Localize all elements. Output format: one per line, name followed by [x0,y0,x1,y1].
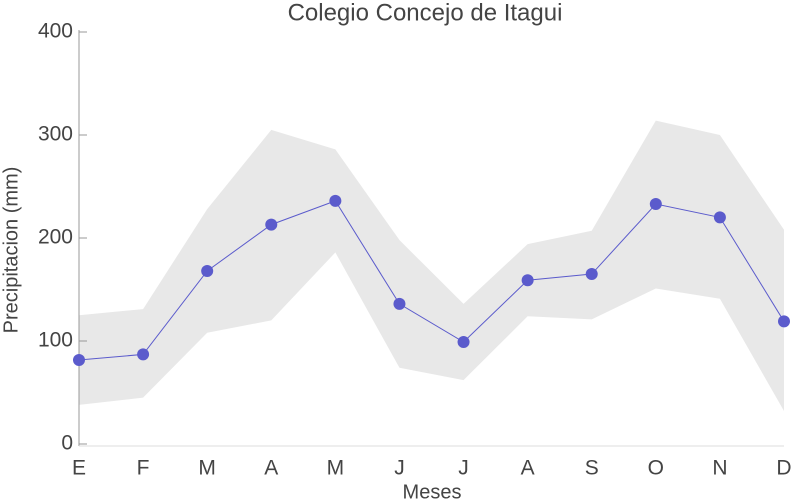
x-tick-label: O [648,457,664,480]
data-point [649,198,662,211]
chart-title: Colegio Concejo de Itagui [288,0,563,26]
x-tick-label: J [458,457,469,480]
data-point [778,315,790,328]
y-tick-label: 100 [38,329,73,352]
data-point [137,348,150,361]
data-point [457,336,470,349]
data-point [329,194,342,207]
x-tick-label: J [394,457,405,480]
data-point [393,297,406,310]
x-tick-label: A [264,457,278,480]
x-tick-label: E [72,457,86,480]
x-tick-label: F [137,457,150,480]
data-point [713,211,726,224]
band [79,120,784,412]
x-tick-label: D [776,457,791,480]
x-tick-label: M [327,457,345,480]
y-tick-label: 200 [38,226,73,249]
data-point [585,268,598,281]
series-line [78,200,785,361]
data-point [521,274,534,287]
data-point [265,218,278,231]
x-tick-label: N [712,457,727,480]
data-point [73,354,85,367]
x-tick-label: A [521,457,535,480]
x-tick-label: M [198,457,216,480]
x-axis-label: Meses [403,481,462,503]
y-tick-label: 400 [38,20,73,43]
data-point [201,264,214,277]
y-tick-label: 0 [61,432,73,455]
y-axis-label: Precipitacion (mm) [0,167,22,334]
x-tick-label: S [585,457,599,480]
y-tick-label: 300 [38,123,73,146]
